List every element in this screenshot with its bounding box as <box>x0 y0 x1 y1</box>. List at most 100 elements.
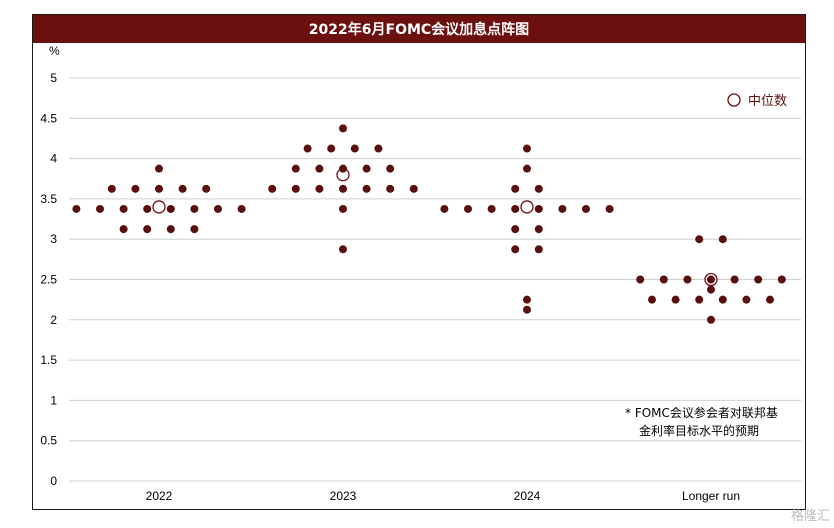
dot <box>534 245 543 254</box>
dot <box>166 204 175 213</box>
legend: 中位数 <box>727 93 787 109</box>
median-marker <box>704 272 718 287</box>
y-tick-label: 2 <box>50 313 57 327</box>
y-tick-label: 1 <box>50 393 57 407</box>
chart-title: 2022年6月FOMC会议加息点阵图 <box>33 15 805 43</box>
x-tick-label: 2023 <box>330 489 357 503</box>
dot <box>523 295 531 304</box>
dot <box>386 184 395 193</box>
dot <box>718 235 727 244</box>
dot <box>143 204 152 213</box>
dot <box>671 295 680 304</box>
dot <box>636 275 645 284</box>
dot <box>511 245 520 254</box>
dot <box>523 164 531 173</box>
dot <box>178 184 187 193</box>
y-tick-label: 0.5 <box>40 434 57 448</box>
x-tick-label: 2024 <box>514 489 541 503</box>
dot <box>202 184 211 193</box>
median-markers <box>152 168 718 287</box>
y-tick-label: 0 <box>50 474 57 488</box>
dot <box>648 295 656 304</box>
dot <box>350 144 359 153</box>
dot <box>339 245 347 254</box>
dot <box>742 295 751 304</box>
dot <box>268 184 277 193</box>
dot <box>534 184 543 193</box>
dot <box>362 164 371 173</box>
dot <box>155 184 163 193</box>
median-marker <box>520 200 534 214</box>
dot <box>695 295 704 304</box>
dot <box>777 275 786 284</box>
dot <box>96 204 104 213</box>
dot <box>107 184 116 193</box>
dot <box>730 275 739 284</box>
footnote: * FOMC会议参会者对联邦基 金利率目标水平的预期 <box>625 405 778 438</box>
dot <box>511 225 520 234</box>
dot <box>315 164 324 173</box>
dot <box>707 275 715 284</box>
dot <box>143 225 152 234</box>
dot <box>718 295 727 304</box>
x-tick-labels: 2022 2023 2024 Longer run <box>146 489 740 503</box>
grid-lines <box>69 77 801 482</box>
dot <box>766 295 774 304</box>
dot <box>327 144 336 153</box>
dot <box>523 144 531 153</box>
y-tick-label: 5 <box>50 71 57 85</box>
y-tick-label: 1.5 <box>40 353 57 367</box>
dot <box>582 204 590 213</box>
y-tick-label: 3.5 <box>40 192 57 206</box>
dot <box>605 204 614 213</box>
dot <box>237 204 246 213</box>
dot <box>291 184 300 193</box>
legend-label: 中位数 <box>748 94 787 109</box>
y-tick-labels: 0 0.5 1 1.5 2 2.5 3 3.5 4 4.5 5 <box>40 71 57 488</box>
dot <box>214 204 222 213</box>
watermark: 格隆汇 <box>790 509 830 524</box>
dot <box>362 184 371 193</box>
dot <box>131 184 140 193</box>
dot <box>291 164 300 173</box>
dot <box>683 275 692 284</box>
dot <box>190 225 199 234</box>
dot <box>190 204 199 213</box>
footnote-line-2: 金利率目标水平的预期 <box>639 423 759 438</box>
dot <box>511 204 520 213</box>
dot <box>119 204 128 213</box>
x-tick-label: 2022 <box>146 489 173 503</box>
dot <box>558 204 567 213</box>
dot <box>339 184 347 193</box>
chart-frame: 0 0.5 1 1.5 2 2.5 3 3.5 4 4.5 5 2022 2023 2024 Longer… <box>32 14 806 510</box>
dot <box>534 225 543 234</box>
dot <box>511 184 520 193</box>
dot <box>523 305 531 314</box>
dot <box>659 275 668 284</box>
dot <box>707 285 715 294</box>
median-marker <box>336 168 350 182</box>
dot <box>72 204 81 213</box>
footnote-line-1: * FOMC会议参会者对联邦基 <box>625 405 778 420</box>
dot <box>440 204 449 213</box>
dot <box>707 315 715 324</box>
dot <box>119 225 128 234</box>
legend-median-icon <box>727 93 741 107</box>
dot <box>409 184 418 193</box>
dot <box>695 235 704 244</box>
dot <box>534 204 543 213</box>
y-tick-label: 4 <box>50 152 57 166</box>
dot <box>315 184 324 193</box>
dot <box>754 275 763 284</box>
dot <box>386 164 395 173</box>
y-axis-unit: % <box>49 44 60 58</box>
dot <box>487 204 496 213</box>
dot-plot: 0 0.5 1 1.5 2 2.5 3 3.5 4 4.5 5 2022 2023 2024 Longer… <box>40 44 801 503</box>
x-tick-label: Longer run <box>682 489 740 503</box>
dot <box>155 164 163 173</box>
dot <box>166 225 175 234</box>
y-tick-label: 4.5 <box>40 111 57 125</box>
dot <box>464 204 472 213</box>
y-tick-label: 2.5 <box>40 273 57 287</box>
dot <box>303 144 312 153</box>
